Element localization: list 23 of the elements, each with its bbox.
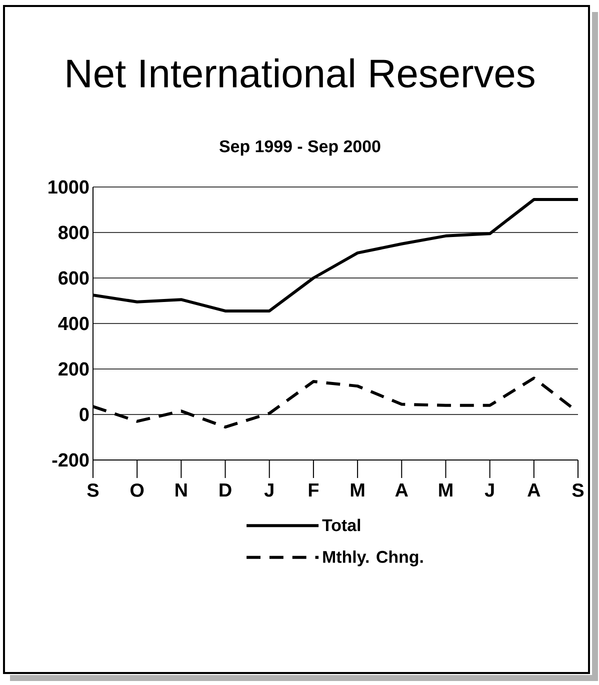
x-tick-label: M — [350, 484, 364, 497]
x-tick-label: S — [87, 484, 99, 497]
x-tick-label: N — [176, 484, 187, 497]
legend-label: Total — [322, 518, 360, 532]
y-tick-label: -200 — [52, 453, 89, 467]
x-tick-label: F — [308, 484, 319, 497]
y-tick-label: 200 — [58, 362, 89, 376]
x-tick-label: O — [130, 484, 144, 497]
y-tick-label: 0 — [80, 408, 89, 422]
y-tick-label: 800 — [58, 226, 89, 240]
y-tick-label: 1000 — [48, 180, 89, 194]
x-tick-label: S — [572, 484, 584, 497]
x-tick-label: M — [439, 484, 452, 497]
legend-label: Mthly. Chng. — [323, 550, 423, 566]
x-tick-label: A — [528, 484, 540, 497]
x-tick-label: D — [220, 484, 232, 497]
y-tick-label: 600 — [58, 271, 89, 285]
chart-subtitle: Sep 1999 - Sep 2000 — [220, 140, 380, 156]
y-tick-label: 400 — [58, 316, 89, 330]
x-tick-label: A — [395, 484, 408, 497]
x-tick-label: J — [264, 484, 274, 497]
chart-title: Net International Reserves — [67, 58, 534, 88]
x-tick-label: J — [484, 484, 494, 497]
